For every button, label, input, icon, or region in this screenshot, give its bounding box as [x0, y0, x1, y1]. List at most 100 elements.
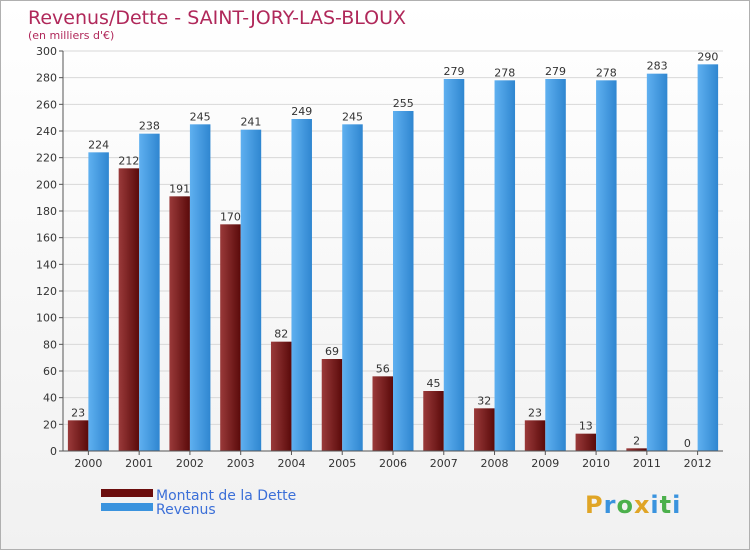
x-tick-label: 2010	[582, 457, 610, 470]
y-tick-label: 240	[36, 125, 57, 138]
x-tick-label: 2012	[684, 457, 712, 470]
bar-revenus	[545, 79, 566, 451]
value-label-dette: 2	[633, 434, 640, 447]
bar-revenus	[393, 111, 414, 451]
value-label-revenus: 238	[139, 120, 160, 133]
bar-dette	[321, 359, 343, 451]
y-tick-label: 220	[36, 152, 57, 165]
x-tick-label: 2003	[227, 457, 255, 470]
bar-revenus	[88, 152, 109, 452]
value-label-revenus: 278	[596, 66, 617, 79]
value-label-dette: 0	[684, 437, 691, 450]
value-label-revenus: 249	[291, 105, 312, 118]
bar-revenus	[240, 129, 262, 451]
value-label-revenus: 290	[697, 50, 718, 63]
value-label-dette: 23	[528, 406, 542, 419]
bar-revenus	[291, 119, 312, 451]
x-tick-label: 2002	[176, 457, 204, 470]
legend-label-debt: Montant de la Dette	[156, 488, 296, 504]
value-label-revenus: 255	[393, 97, 414, 110]
bar-dette	[220, 224, 241, 451]
y-tick-label: 100	[36, 312, 57, 325]
x-tick-label: 2001	[125, 457, 153, 470]
bar-dette	[474, 408, 495, 451]
x-tick-label: 2008	[481, 457, 509, 470]
y-tick-label: 280	[36, 72, 57, 85]
x-tick-label: 2000	[74, 457, 102, 470]
x-tick-label: 2007	[430, 457, 458, 470]
bar-dette	[524, 420, 546, 451]
y-tick-label: 140	[36, 258, 57, 271]
proxiti-logo: Proxiti	[585, 491, 681, 519]
x-tick-label: 2004	[277, 457, 305, 470]
y-tick-label: 180	[36, 205, 57, 218]
x-tick-label: 2011	[633, 457, 661, 470]
y-tick-label: 40	[43, 392, 57, 405]
value-label-revenus: 224	[88, 138, 109, 151]
value-label-revenus: 245	[190, 110, 211, 123]
x-tick-label: 2005	[328, 457, 356, 470]
bars: 23 224 212 238 191 245 170 241 82 249 69 245 56 255 45…	[67, 50, 719, 452]
x-axis: 2000 2001 2002 2003 2004 2005 2006 2007 2008 2009…	[63, 450, 723, 470]
bar-revenus	[646, 73, 668, 452]
y-tick-label: 0	[50, 445, 57, 458]
chart-title: Revenus/Dette - SAINT-JORY-LAS-BLOUX	[28, 7, 406, 29]
logo-letter: P	[585, 491, 604, 519]
x-tick-label: 2006	[379, 457, 407, 470]
value-label-dette: 212	[118, 154, 139, 167]
y-tick-label: 60	[43, 365, 57, 378]
bar-dette	[626, 448, 647, 451]
logo-letter: i	[650, 491, 660, 519]
y-tick-label: 80	[43, 338, 57, 351]
bar-revenus	[189, 124, 211, 451]
bar-revenus	[494, 80, 516, 451]
chart-subtitle: (en milliers d'€)	[28, 29, 114, 42]
bar-revenus	[139, 133, 160, 451]
bar-revenus	[342, 124, 363, 451]
y-tick-label: 200	[36, 178, 57, 191]
logo-letter: r	[603, 491, 617, 519]
bar-dette	[169, 196, 190, 451]
bar-dette	[118, 168, 140, 452]
legend-swatch-revenus	[101, 503, 153, 511]
value-label-dette: 23	[71, 406, 85, 419]
logo-letter: t	[659, 491, 673, 519]
value-label-dette: 56	[376, 362, 390, 375]
logo-letter: i	[672, 491, 682, 519]
y-axis: 0 20 40 60 80 100 120 140 160 180 200 220 240 260 280 3…	[36, 45, 64, 458]
value-label-revenus: 241	[240, 116, 261, 129]
bar-revenus	[443, 79, 465, 451]
bar-dette	[372, 376, 393, 451]
value-label-dette: 69	[325, 345, 339, 358]
y-tick-label: 300	[36, 45, 57, 58]
bar-dette	[270, 341, 292, 451]
bar-dette	[67, 420, 89, 451]
value-label-dette: 191	[169, 182, 190, 195]
logo-letter: x	[633, 491, 651, 519]
legend-label-revenus: Revenus	[156, 502, 216, 518]
x-tick-label: 2009	[531, 457, 559, 470]
logo-letter: o	[616, 491, 634, 519]
legend-swatch-debt	[101, 489, 153, 497]
y-tick-label: 120	[36, 285, 57, 298]
value-label-dette: 45	[427, 377, 441, 390]
bar-revenus	[697, 64, 719, 452]
value-label-dette: 13	[579, 420, 593, 433]
bar-revenus	[596, 80, 617, 451]
y-tick-label: 20	[43, 418, 57, 431]
value-label-dette: 82	[274, 328, 288, 341]
value-label-dette: 170	[220, 210, 241, 223]
value-label-dette: 32	[477, 394, 491, 407]
y-tick-label: 160	[36, 232, 57, 245]
value-label-revenus: 279	[444, 65, 465, 78]
bar-dette	[575, 433, 597, 451]
value-label-revenus: 245	[342, 110, 363, 123]
bar-dette	[423, 391, 444, 451]
y-tick-label: 260	[36, 98, 57, 111]
value-label-revenus: 283	[647, 60, 668, 73]
value-label-revenus: 278	[494, 66, 515, 79]
legend: Montant de la Dette Revenus	[101, 488, 296, 518]
value-label-revenus: 279	[545, 65, 566, 78]
